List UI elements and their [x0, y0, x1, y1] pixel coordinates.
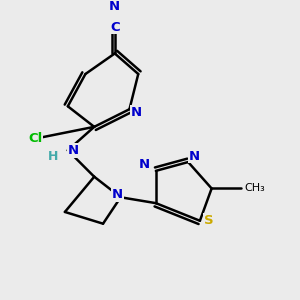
Text: S: S	[204, 214, 214, 227]
Text: N: N	[68, 144, 79, 157]
Text: CH₃: CH₃	[244, 184, 265, 194]
Text: N: N	[139, 158, 150, 172]
Text: Cl: Cl	[28, 132, 43, 145]
Text: N: N	[131, 106, 142, 119]
Text: C: C	[110, 20, 120, 34]
Text: H: H	[48, 150, 58, 163]
Text: N: N	[188, 150, 200, 163]
Text: N: N	[112, 188, 123, 201]
Text: N: N	[109, 0, 120, 13]
